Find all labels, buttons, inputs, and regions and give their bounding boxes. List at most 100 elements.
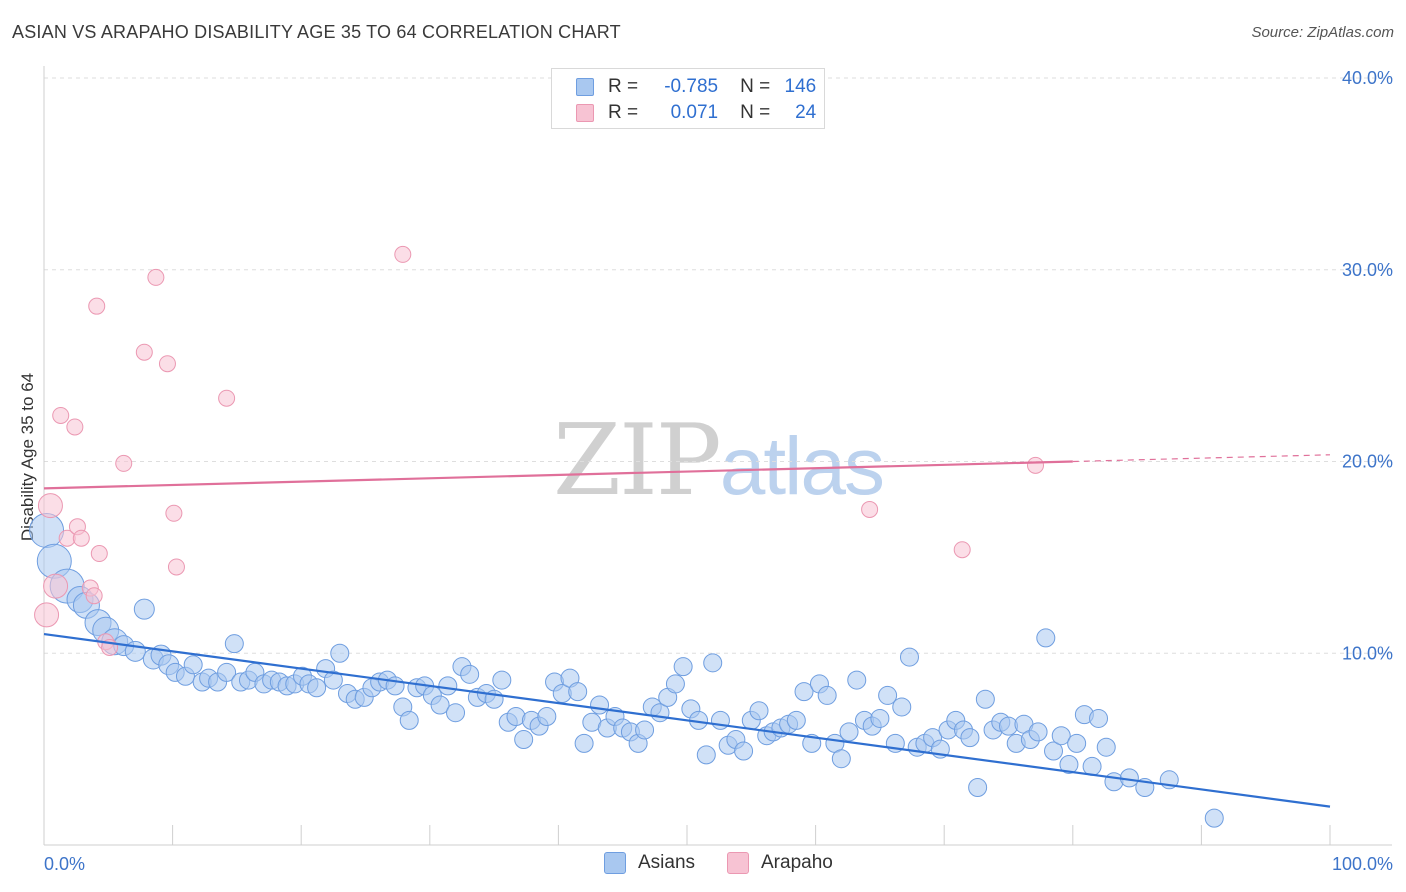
n-label: N = — [740, 102, 771, 123]
asians-point — [446, 703, 466, 723]
arapaho-swatch — [727, 852, 749, 874]
asians-point — [29, 513, 65, 549]
asians-point — [323, 670, 343, 690]
arapaho-point — [115, 454, 133, 472]
asians-point — [430, 695, 450, 715]
asians-point — [665, 674, 685, 694]
asians-point — [183, 655, 203, 675]
asians-point — [839, 722, 859, 742]
arapaho-swatch — [576, 104, 594, 122]
arapaho-point — [43, 573, 69, 599]
arapaho-point — [37, 493, 63, 519]
arapaho-point — [34, 602, 60, 628]
r-value: -0.785 — [664, 76, 719, 97]
arapaho-point — [1027, 456, 1045, 474]
arapaho-point — [72, 529, 90, 547]
n-value: 146 — [784, 76, 817, 97]
asians-point — [399, 710, 419, 730]
r-label: R = — [608, 102, 639, 123]
asians-point — [968, 777, 988, 797]
source-label: Source: ZipAtlas.com — [1251, 24, 1394, 41]
arapaho-point — [861, 500, 879, 518]
asians-point — [307, 678, 327, 698]
asians-point — [878, 685, 898, 705]
asians-point — [1067, 733, 1087, 753]
asians-point — [133, 598, 155, 620]
arapaho-point — [90, 545, 108, 563]
arapaho-point — [135, 343, 153, 361]
legend-item-arapaho[interactable]: Arapaho — [727, 852, 833, 874]
n-value: 24 — [795, 102, 817, 123]
asians-trend-line — [43, 632, 1331, 808]
legend-item-asians[interactable]: Asians — [604, 852, 695, 874]
arapaho-point — [218, 389, 236, 407]
arapaho-point — [88, 297, 106, 315]
asians-point — [673, 657, 693, 677]
series-legend: Asians Arapaho — [0, 852, 1406, 878]
arapaho-point — [85, 587, 103, 605]
asians-point — [960, 728, 980, 748]
asians-point — [1028, 722, 1048, 742]
asians-swatch — [576, 78, 594, 96]
asians-point — [786, 710, 806, 730]
asians-point — [537, 707, 557, 727]
asians-point — [1044, 741, 1064, 761]
asians-point — [1082, 756, 1102, 776]
asians-point — [330, 643, 350, 663]
chart-title: ASIAN VS ARAPAHO DISABILITY AGE 35 TO 64… — [12, 22, 621, 42]
arapaho-point — [66, 418, 84, 436]
asians-point — [847, 670, 867, 690]
asians-point — [1051, 726, 1071, 746]
asians-point — [1059, 754, 1079, 774]
asians-point — [1204, 808, 1224, 828]
x-tick-label: 100.0% — [1332, 854, 1393, 874]
asians-point — [568, 682, 588, 702]
asians-point — [635, 720, 655, 740]
asians-point — [899, 647, 919, 667]
asians-point — [1036, 628, 1056, 648]
y-tick-label: 30.0% — [1342, 260, 1393, 280]
arapaho-point — [158, 355, 176, 373]
legend-row-arapaho: R = 0.071 N = 24 — [576, 101, 816, 125]
asians-point — [492, 670, 512, 690]
asians-point — [831, 749, 851, 769]
y-axis-label: Disability Age 35 to 64 — [18, 373, 37, 541]
asians-point — [590, 695, 610, 715]
arapaho-point — [167, 558, 185, 576]
asians-point — [802, 733, 822, 753]
asians-point — [1089, 708, 1109, 728]
y-tick-label: 40.0% — [1342, 68, 1393, 88]
asians-point — [696, 745, 716, 765]
asians-point — [460, 664, 480, 684]
legend-row-asians: R = -0.785 N = 146 — [576, 75, 816, 99]
y-tick-label: 20.0% — [1342, 452, 1393, 472]
r-label: R = — [608, 76, 639, 97]
asians-point — [514, 730, 534, 750]
n-label: N = — [740, 76, 771, 97]
asians-swatch — [604, 852, 626, 874]
legend-label: Asians — [638, 852, 696, 873]
asians-point — [975, 689, 995, 709]
asians-point — [734, 741, 754, 761]
arapaho-point — [165, 504, 183, 522]
asians-point — [794, 682, 814, 702]
asians-point — [224, 634, 244, 654]
arapaho-point — [147, 268, 165, 286]
arapaho-trend-extension — [1072, 454, 1331, 463]
arapaho-point — [394, 245, 412, 263]
asians-point — [870, 708, 890, 728]
asians-point — [703, 653, 723, 673]
asians-point — [438, 676, 458, 696]
asians-point — [574, 733, 594, 753]
asians-point — [817, 685, 837, 705]
correlation-legend: R = -0.785 N = 146 R = 0.071 N = 24 — [551, 68, 825, 129]
legend-label: Arapaho — [761, 852, 833, 873]
asians-point — [217, 662, 237, 682]
x-tick-label: 0.0% — [44, 854, 85, 874]
arapaho-trend-line — [43, 460, 1073, 490]
y-tick-label: 10.0% — [1342, 643, 1393, 663]
r-value: 0.071 — [670, 102, 719, 123]
arapaho-point — [953, 541, 971, 559]
asians-point — [892, 697, 912, 717]
